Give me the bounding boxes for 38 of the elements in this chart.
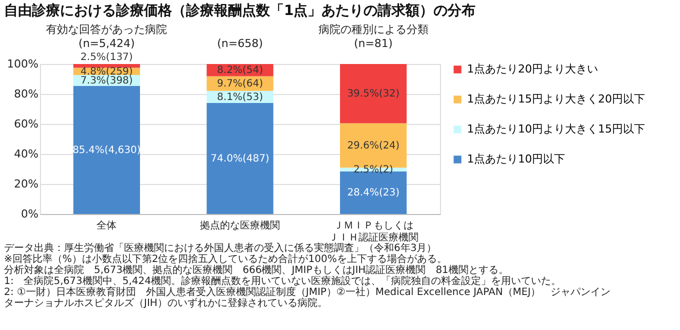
text: データ出典：厚生労働省「医療機関における外国人患者の受入に係る実態調査」（令和6年3月） <box>4 242 437 254</box>
y-tick-label: 0% <box>21 208 38 220</box>
data-label: 7.3%(398) <box>80 75 133 86</box>
text: 2: ①一財）日本医療教育財団 外国人患者受入医療機関認証制度（JMIP）②一社）Medical Excellence JAPAN（MEJ） ジャパンインターナショナルホスピタルズ（JIH）のいずれかに登録されている病院。 <box>4 286 611 309</box>
data-label: 29.6%(24) <box>347 140 400 152</box>
x-tick-label: 拠点的な医療機関 <box>200 220 280 232</box>
legend-label: 1点あたり15円より大きく20円以下 <box>467 92 645 106</box>
legend-label: 1点あたり10円以下 <box>467 152 565 166</box>
legend-label: 1点あたり10円より大きく15円以下 <box>467 122 645 136</box>
data-label: 74.0%(487) <box>210 154 270 164</box>
y-tick-label: 20% <box>14 178 38 190</box>
text: 病院の種別による分類 <box>318 23 428 36</box>
text: 有効な回答があった病院 <box>46 23 168 36</box>
legend-label: 1点あたり20円より大きい <box>467 62 598 76</box>
data-label: 4.8%(259) <box>80 66 133 78</box>
data-label: 9.7%(64) <box>217 78 264 90</box>
data-label: 8.1%(53) <box>217 92 264 103</box>
text: (n=5,424) <box>78 37 135 50</box>
data-label: 28.4%(23) <box>347 188 400 199</box>
text: (n=81) <box>354 37 393 50</box>
data-label: 8.2%(54) <box>217 65 264 76</box>
bar <box>73 64 140 68</box>
text: 分析対象は全病院 5,673機関、拠点的な医療機関 666機関、JMIPもしくはJIH認証医療機関 81機関とする。 <box>4 264 508 276</box>
bar <box>206 103 274 214</box>
data-label: 2.5%(137) <box>80 52 133 63</box>
chart-title: 自由診療における診療価格（診療報酬点数「1点」あたりの請求額）の分布 <box>4 2 476 19</box>
text: ※回答比率（%）は小数点以下第2位を四捨五入しているため合計が100%を上下する場合がある。 <box>4 253 447 265</box>
y-tick-label: 40% <box>14 148 38 160</box>
bar <box>73 86 140 214</box>
y-tick-label: 100% <box>7 58 38 70</box>
text: (n=658) <box>217 37 263 50</box>
text: 1: 全病院5,673機関中、5,424機関。診療報酬点数を用いていない医療施設では、「病院独自の料金設定」を用いていた。 <box>4 275 561 287</box>
y-tick-label: 60% <box>14 118 38 130</box>
y-tick-label: 80% <box>14 88 38 100</box>
data-label: 39.5%(32) <box>347 88 400 100</box>
bar <box>340 64 407 124</box>
x-tick-label: 全体 <box>96 220 117 232</box>
x-tick-label: ＪＭＩＰもしくはＪＩＨ認証医療機関 <box>328 220 418 244</box>
